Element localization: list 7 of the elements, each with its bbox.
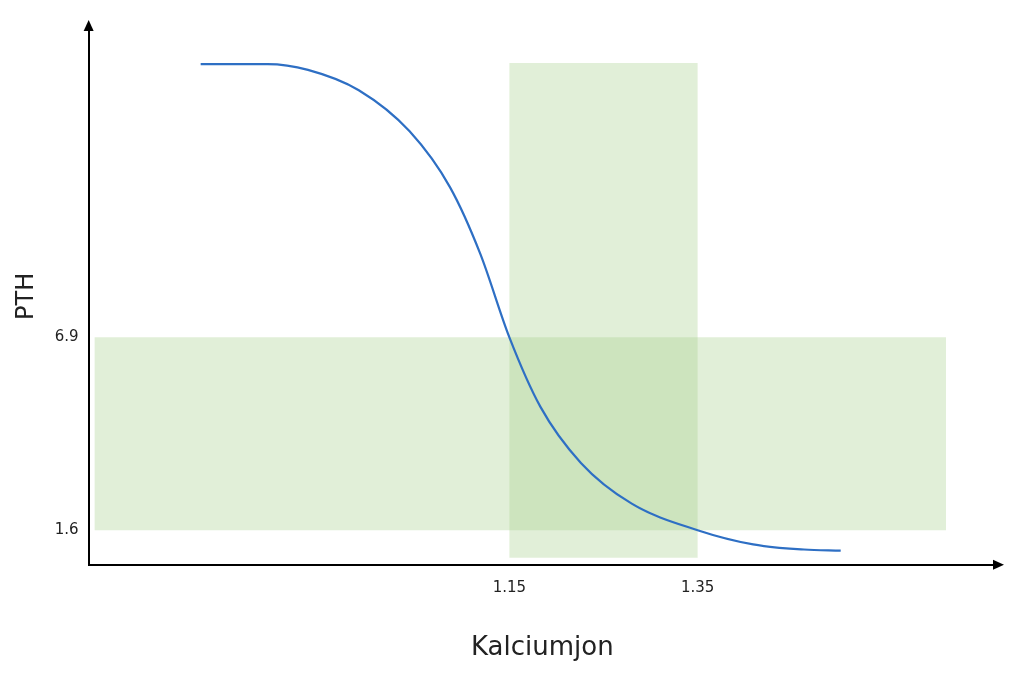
x-tick-label: 1.15 bbox=[492, 577, 527, 596]
y-tick-label: 6.9 bbox=[54, 327, 79, 346]
x-axis-title: Kalciumjon bbox=[470, 631, 614, 662]
y-tick-label: 1.6 bbox=[54, 520, 79, 539]
line-series bbox=[199, 62, 842, 552]
y-axis-title: PTH bbox=[10, 272, 39, 320]
x-tick-label: 1.35 bbox=[680, 577, 715, 596]
